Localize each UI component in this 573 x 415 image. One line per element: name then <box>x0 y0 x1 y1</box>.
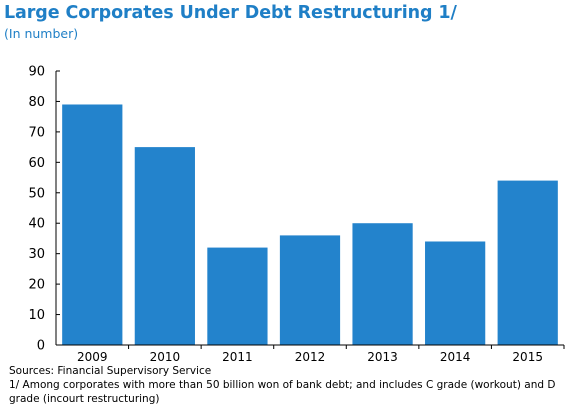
y-tick-label: 40 <box>28 217 45 232</box>
x-tick-label: 2010 <box>150 350 181 364</box>
bar-2010 <box>134 147 195 345</box>
x-axis-group: 2009 2010 2011 2012 2013 2014 2015 <box>56 344 565 364</box>
y-tick-label: 10 <box>28 308 45 323</box>
bar-2014 <box>425 241 486 345</box>
y-tick-label: 70 <box>28 125 45 140</box>
x-tick-label: 2012 <box>295 350 326 364</box>
source-note: Sources: Financial Supervisory Service <box>9 365 212 377</box>
x-tick-label: 2009 <box>77 350 108 364</box>
x-tick-label: 2013 <box>367 350 398 364</box>
y-tick-label: 0 <box>37 339 45 354</box>
bar-2009 <box>62 104 123 346</box>
y-tick-label: 30 <box>28 247 45 262</box>
bar-2013 <box>352 223 413 345</box>
y-axis-group: 0 10 20 30 40 50 60 70 80 90 <box>28 65 60 354</box>
chart-notes: Sources: Financial Supervisory Service 1… <box>9 364 569 406</box>
y-tick-label: 20 <box>28 278 45 293</box>
x-tick-label: 2014 <box>440 350 471 364</box>
y-tick-label: 90 <box>28 65 45 80</box>
bars-group <box>62 104 558 346</box>
footnote: 1/ Among corporates with more than 50 bi… <box>9 379 556 405</box>
y-tick-label: 50 <box>28 186 45 201</box>
bar-2012 <box>279 235 341 345</box>
x-tick-label: 2015 <box>512 350 543 364</box>
bar-2015 <box>497 180 558 345</box>
bar-2011 <box>207 247 268 345</box>
y-tick-label: 60 <box>28 156 45 171</box>
x-tick-label: 2011 <box>222 350 253 364</box>
chart-subtitle: (In number) <box>4 26 79 41</box>
y-tick-label: 80 <box>28 95 45 110</box>
chart-title: Large Corporates Under Debt Restructurin… <box>4 3 457 23</box>
